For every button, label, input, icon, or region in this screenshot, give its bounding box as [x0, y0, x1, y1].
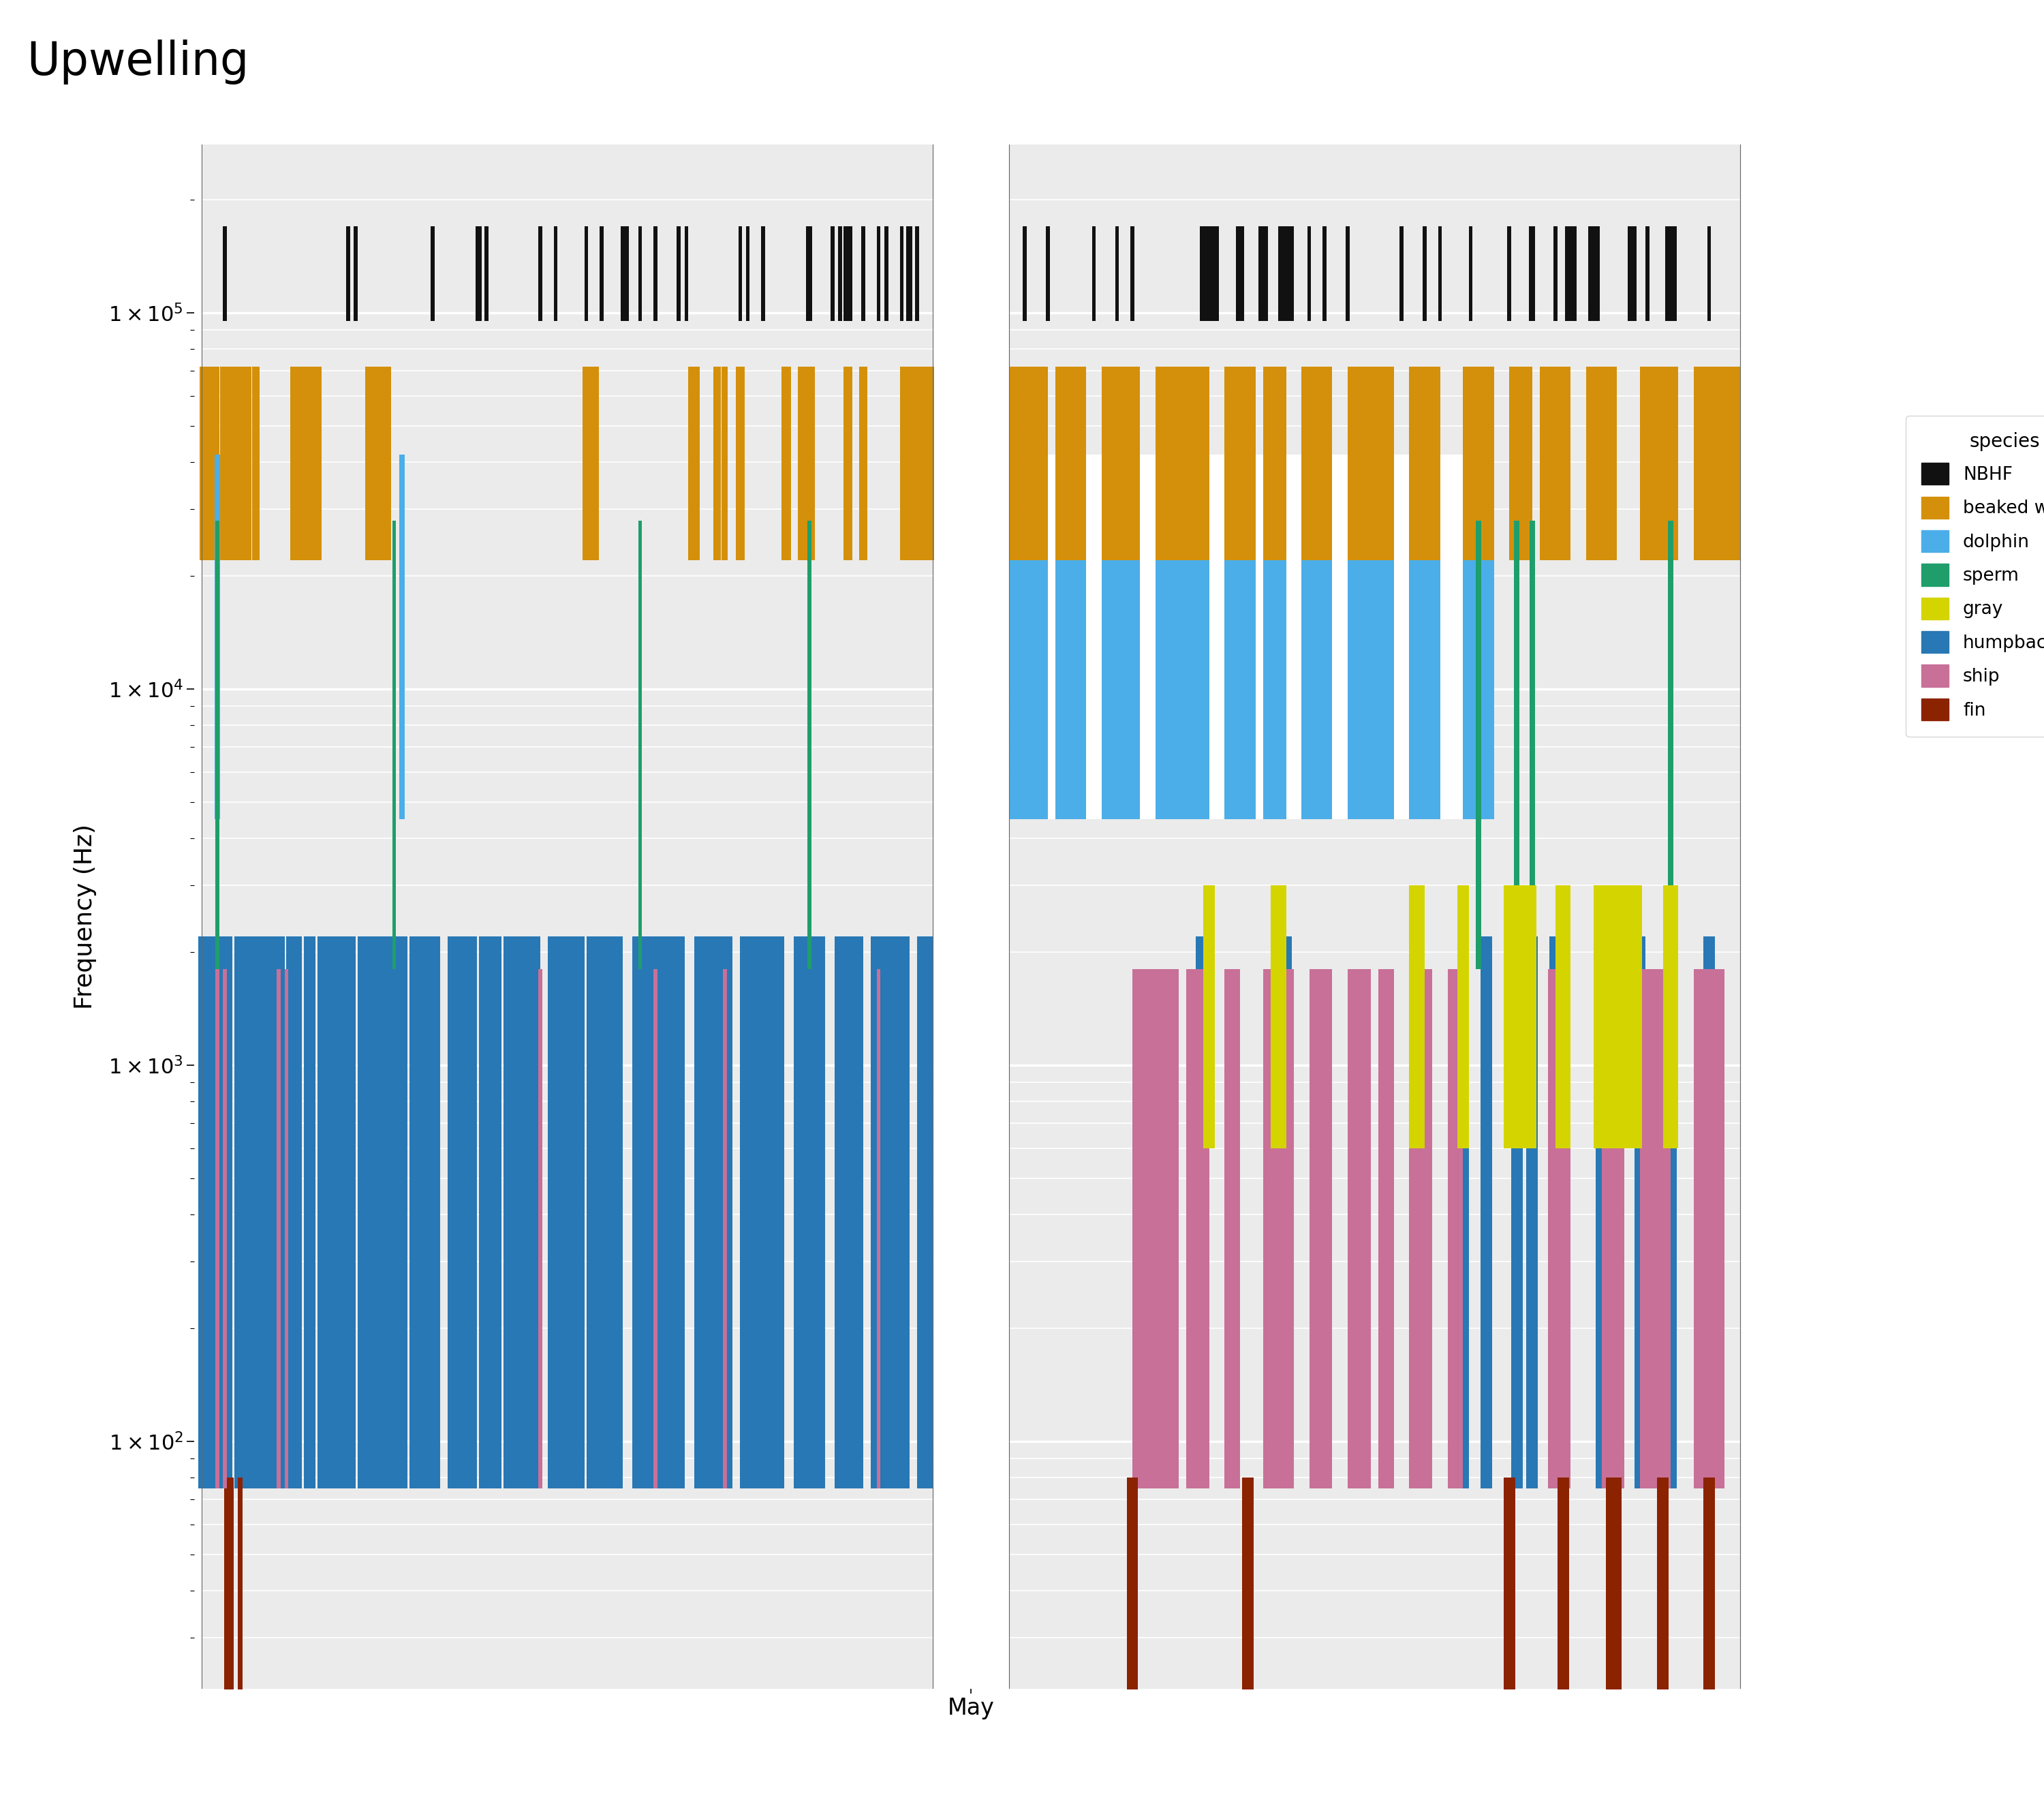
Bar [1010, 144, 1739, 1689]
Bar [202, 144, 932, 1689]
Legend: NBHF, beaked whale, dolphin, sperm, gray, humpback, ship, fin: NBHF, beaked whale, dolphin, sperm, gray… [1905, 415, 2044, 737]
Y-axis label: Frequency (Hz): Frequency (Hz) [74, 824, 96, 1010]
Text: Upwelling: Upwelling [27, 40, 249, 85]
